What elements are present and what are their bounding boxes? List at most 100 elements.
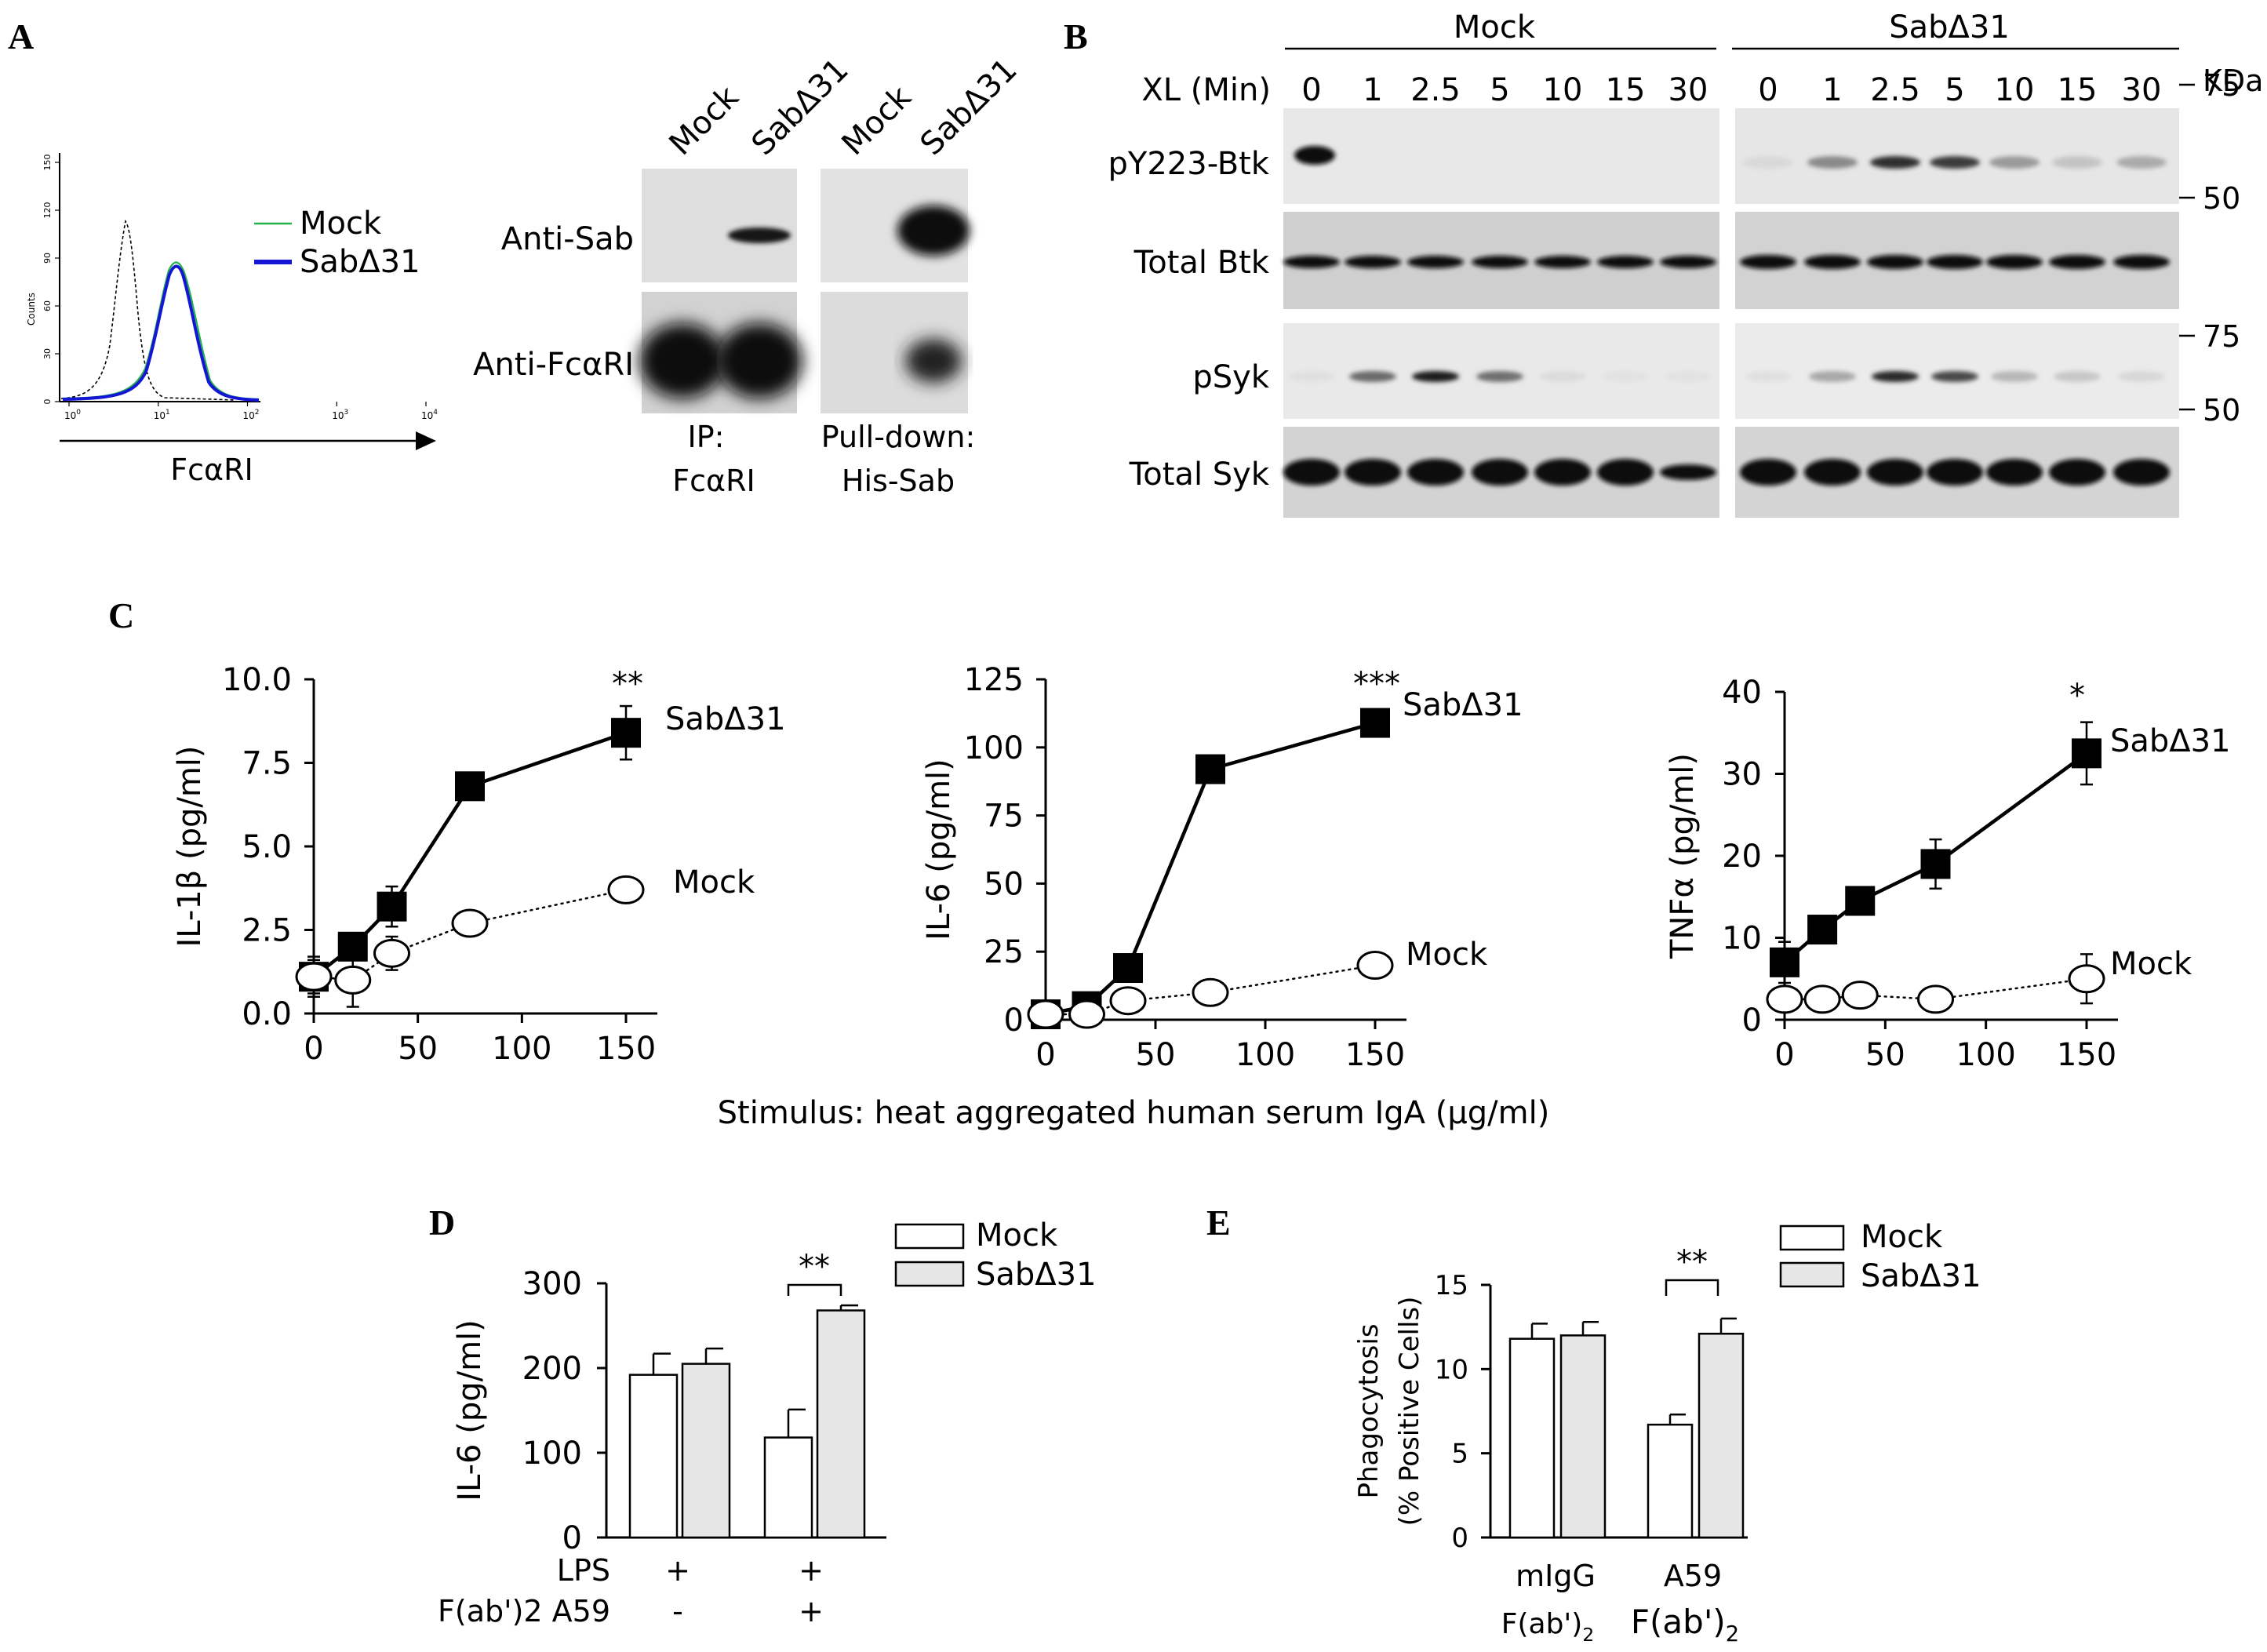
row-label: Total Syk: [1129, 457, 1270, 493]
significance-bracket: [1665, 1279, 1719, 1296]
y-tick-label: 2.5: [242, 913, 292, 949]
condition-value: +: [799, 1553, 824, 1588]
series-label-mock: Mock: [673, 864, 755, 901]
marker-mock: [1917, 984, 1954, 1014]
legend-label-mock: Mock: [976, 1217, 1058, 1254]
marker-mock: [373, 938, 410, 968]
group-label-sab: SabΔ31: [1889, 9, 2010, 45]
significance-stars: **: [1676, 1244, 1708, 1280]
time-label: 1: [1822, 72, 1842, 108]
marker-sab: [377, 891, 407, 922]
hist-x-label: FcαRI: [170, 453, 253, 487]
y-tick-label: 0: [1742, 1002, 1762, 1039]
blot-row-label: Anti-FcαRI: [473, 347, 634, 383]
ip-label: IP:: [688, 420, 725, 454]
significance-stars: ***: [1353, 666, 1400, 702]
bar-sab: [681, 1363, 731, 1539]
band: [1349, 371, 1396, 382]
time-labels: 0 0 1 1 2.5 2.5 5 5 10 10 15 15 30 30: [1301, 72, 2161, 108]
band: [1345, 256, 1401, 268]
x-tick-label: 0: [304, 1031, 323, 1067]
category-label: F(ab')2: [1501, 1608, 1595, 1646]
pulldown-label: His-Sab: [842, 464, 955, 498]
series-label-sab: SabΔ31: [2110, 723, 2231, 759]
hist-control-curve: [60, 220, 236, 401]
marker-mock: [451, 908, 489, 938]
y-tick-label: 50: [984, 866, 1024, 902]
band: [1660, 256, 1716, 268]
y-tick-label: 10: [1722, 921, 1762, 957]
series-label-sab: SabΔ31: [1403, 687, 1523, 723]
bar-mock: [628, 1374, 679, 1539]
band: [1743, 156, 1793, 169]
band: [1407, 256, 1464, 268]
band: [1804, 255, 1861, 269]
hist-y-tick-label: 0: [42, 399, 53, 405]
blot-lane-label: Mock: [663, 78, 747, 162]
band: [1283, 256, 1340, 268]
ip-label: FcαRI: [672, 464, 755, 498]
marker-sab: [1113, 953, 1143, 984]
marker-mock: [1027, 999, 1064, 1029]
legend-label-mock: Mock: [1861, 1219, 1943, 1255]
significance-bracket: [787, 1283, 842, 1296]
marker-sab: [1195, 754, 1225, 784]
series-label-mock: Mock: [1406, 937, 1488, 973]
marker-mock: [1192, 977, 1229, 1007]
band: [1476, 371, 1523, 382]
band: [1991, 371, 2038, 382]
y-tick-label: 5.0: [242, 829, 292, 865]
legend-swatch-sab: [894, 1261, 965, 1287]
band: [716, 323, 802, 398]
band: [728, 227, 791, 243]
y-tick-label: 40: [1722, 675, 1762, 711]
band: [1288, 371, 1335, 382]
kda-label: KDa: [2203, 64, 2263, 98]
time-label: 0: [1301, 72, 1321, 108]
y-tick-label: 100: [522, 1435, 582, 1472]
band: [1745, 371, 1792, 382]
band: [1660, 464, 1716, 480]
hist-x-ticks: 100 101 102 103 104: [64, 402, 438, 421]
bar-sab: [1698, 1333, 1745, 1539]
legend-mock-label: Mock: [300, 206, 382, 242]
condition-value: +: [799, 1594, 824, 1628]
blot-sab-pbtk: [1735, 108, 2179, 204]
time-label: 0: [1758, 72, 1778, 108]
y-label: Phagocytosis: [1353, 1323, 1385, 1498]
phagocytosis-bar-chart: 0 5 10 15 Phagocytosis (% Positive Cells) ** Mo…: [1353, 1219, 1981, 1647]
band: [2049, 255, 2105, 269]
legend-swatch-mock: [1779, 1224, 1845, 1251]
panel-d-letter: D: [429, 1203, 455, 1243]
hist-y-tick-label: 120: [42, 202, 53, 219]
y-tick-label: 0: [1004, 1002, 1024, 1039]
x-tick-label: 0: [1035, 1037, 1055, 1073]
significance-stars: *: [2069, 678, 2085, 714]
y-tick-label: 25: [984, 934, 1024, 970]
y-tick-label: 5: [1451, 1439, 1468, 1470]
time-label: 2.5: [1870, 72, 1920, 108]
y-tick-label: 125: [964, 662, 1024, 698]
il1b-chart: 0.0 2.5 5.0 7.5 10.0 0 50 100 150 IL-1β (pg/ml) Sa…: [172, 662, 786, 1067]
band: [1407, 459, 1464, 486]
time-label: 30: [1668, 72, 1708, 108]
band: [1867, 255, 1923, 269]
band: [1534, 256, 1591, 268]
hist-y-tick-label: 30: [42, 348, 53, 359]
band: [1740, 255, 1796, 269]
panel-b: B Mock SabΔ31 XL (Min) 0 0 1 1 2.5 2.5 5 5 10 10 1…: [1064, 9, 2263, 518]
band: [1809, 371, 1856, 382]
time-label: 10: [1543, 72, 1583, 108]
legend-swatch-mock: [894, 1223, 965, 1250]
band: [1602, 371, 1649, 382]
x-tick-label: 50: [1136, 1037, 1176, 1073]
x-tick-label: 50: [398, 1031, 438, 1067]
x-tick-label: 150: [2057, 1037, 2116, 1073]
band: [1345, 459, 1401, 486]
panel-e-letter: E: [1206, 1203, 1231, 1243]
series-label-sab: SabΔ31: [665, 701, 786, 737]
band: [1597, 459, 1654, 486]
ip-anti-sab-blot: [642, 169, 797, 282]
